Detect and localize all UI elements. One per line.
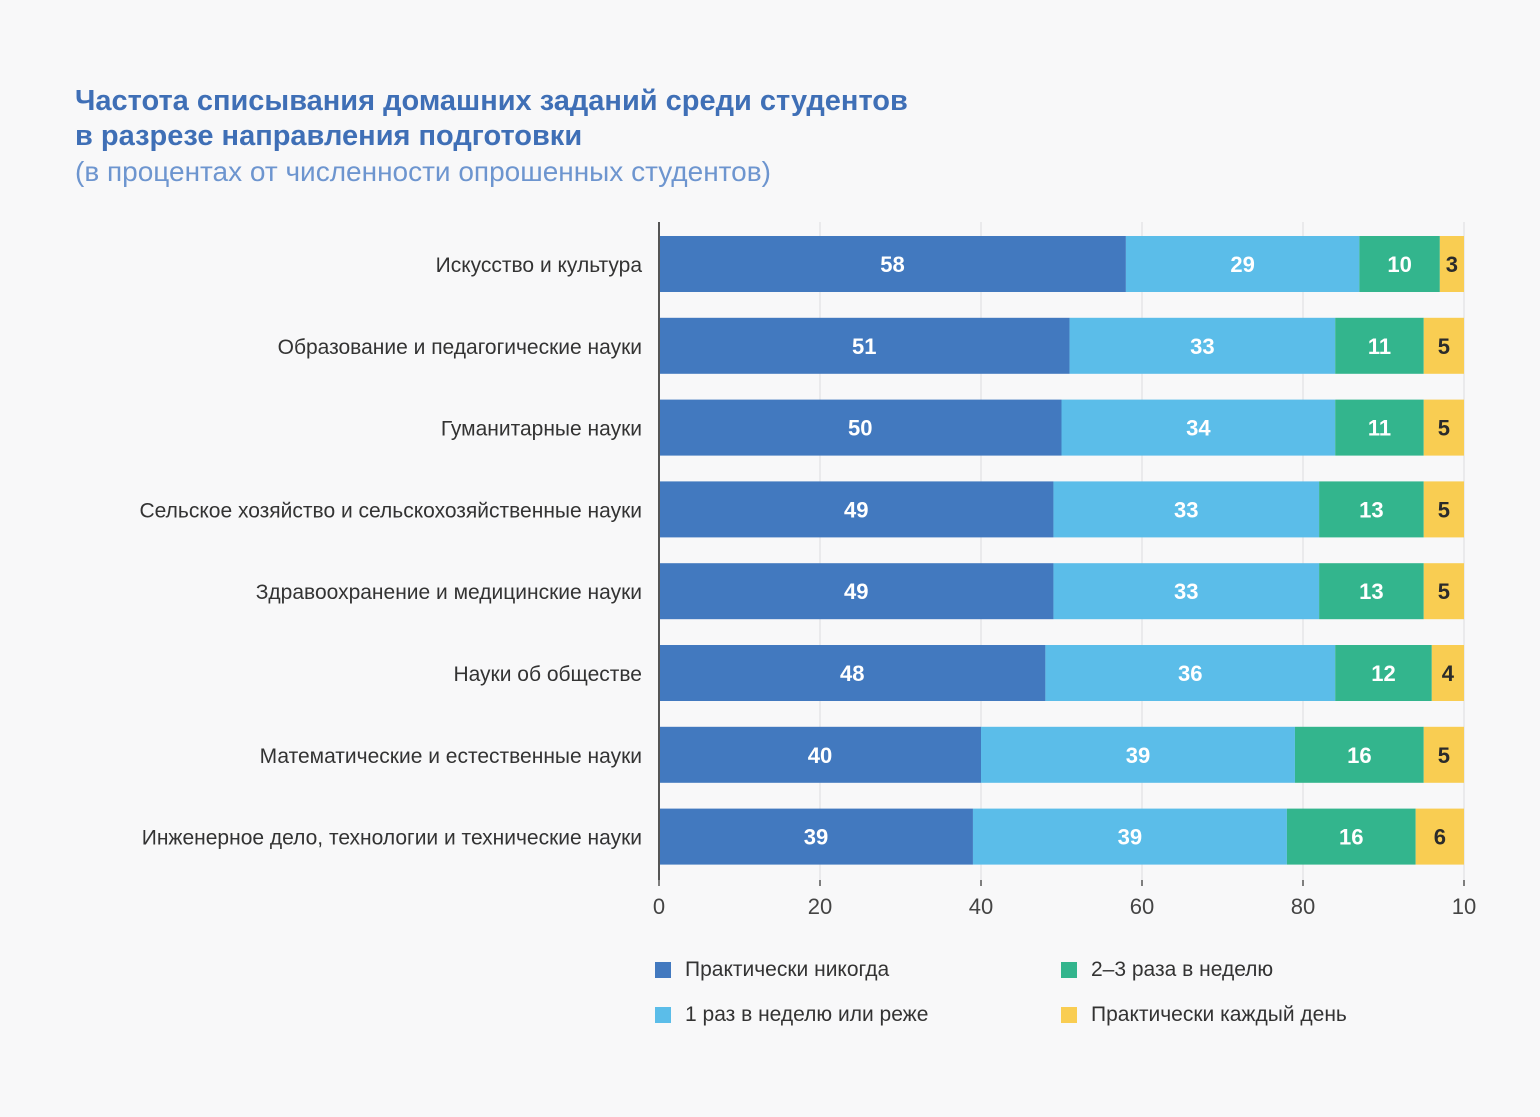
bar-segment <box>1335 317 1424 374</box>
data-label: 33 <box>1174 579 1198 604</box>
data-label: 33 <box>1190 334 1214 359</box>
bar-segment <box>972 808 1287 865</box>
category-label: Гуманитарные науки <box>441 418 642 441</box>
chart-legend: Практически никогда 1 раз в неделю или ре… <box>0 958 1540 1048</box>
bar-segment <box>1423 726 1464 783</box>
legend-swatch <box>1061 962 1077 978</box>
data-label: 5 <box>1438 579 1450 604</box>
data-label: 40 <box>808 743 832 768</box>
data-label: 49 <box>844 497 868 522</box>
legend-label: 1 раз в неделю или реже <box>685 1003 929 1026</box>
legend-swatch <box>655 1007 671 1023</box>
category-label: Математические и естественные науки <box>260 745 642 768</box>
bar-segment <box>1045 645 1336 701</box>
category-label: Науки об обществе <box>453 663 642 686</box>
data-label: 3 <box>1446 252 1458 277</box>
bar-segment <box>1053 563 1320 620</box>
data-label: 11 <box>1368 334 1391 359</box>
bar-segment <box>659 317 1070 374</box>
bar-segment <box>1439 236 1464 292</box>
legend-label: 2–3 раза в неделю <box>1091 958 1274 981</box>
bar-segment <box>1069 317 1336 374</box>
data-label: 33 <box>1174 497 1198 522</box>
bar-segment <box>1335 645 1432 701</box>
chart-subtitle: (в процентах от численности опрошенных с… <box>75 156 771 187</box>
x-tick-label: 80 <box>1291 894 1315 919</box>
legend-item: Практически никогда <box>655 958 889 982</box>
bar-segment <box>1423 563 1464 620</box>
x-tick-label: 40 <box>969 894 993 919</box>
data-label: 49 <box>844 579 868 604</box>
x-tick-label: 10 <box>1452 894 1476 919</box>
data-label: 13 <box>1359 579 1383 604</box>
bar-segment <box>1415 808 1464 865</box>
legend-item: 1 раз в неделю или реже <box>655 1003 928 1027</box>
data-label: 5 <box>1438 334 1450 359</box>
bar-segment <box>1319 563 1424 620</box>
bar-segment <box>1061 399 1336 456</box>
data-label: 13 <box>1359 497 1383 522</box>
bar-segment <box>1053 481 1320 538</box>
category-label: Здравоохранение и медицинские науки <box>256 581 642 604</box>
bar-segment <box>1294 726 1424 783</box>
legend-swatch <box>655 962 671 978</box>
x-tick-label: 20 <box>808 894 832 919</box>
legend-label: Практически каждый день <box>1091 1003 1347 1026</box>
x-tick-label: 60 <box>1130 894 1154 919</box>
data-label: 29 <box>1230 252 1254 277</box>
data-label: 50 <box>848 416 872 441</box>
data-label: 39 <box>1118 825 1142 850</box>
data-label: 58 <box>880 252 904 277</box>
bar-segment <box>1423 399 1464 456</box>
category-label: Инженерное дело, технологии и технически… <box>142 827 642 850</box>
chart-title-line-1: Частота списывания домашних заданий сред… <box>75 85 908 117</box>
bar-segment <box>1125 236 1360 292</box>
data-label: 48 <box>840 661 864 686</box>
bar-segment <box>1431 645 1464 701</box>
bar-segment <box>1286 808 1416 865</box>
data-label: 10 <box>1387 252 1411 277</box>
x-tick-label: 0 <box>653 894 665 919</box>
data-label: 12 <box>1371 661 1395 686</box>
data-label: 39 <box>1126 743 1150 768</box>
bar-segment <box>659 399 1062 456</box>
data-label: 16 <box>1339 825 1363 850</box>
data-label: 5 <box>1438 497 1450 522</box>
data-label: 5 <box>1438 416 1450 441</box>
data-label: 36 <box>1178 661 1202 686</box>
bar-segment <box>659 808 973 865</box>
bar-segment <box>1335 399 1424 456</box>
bar-segment <box>1359 236 1440 292</box>
data-label: 34 <box>1186 416 1211 441</box>
data-label: 6 <box>1434 825 1446 850</box>
bar-segment <box>1423 317 1464 374</box>
data-label: 39 <box>804 825 828 850</box>
legend-swatch <box>1061 1007 1077 1023</box>
bar-segment <box>659 726 981 783</box>
chart-title-line-2: в разрезе направления подготовки <box>75 120 583 152</box>
category-label: Сельское хозяйство и сельскохозяйственны… <box>140 499 642 522</box>
bar-segment <box>981 726 1295 783</box>
data-label: 51 <box>852 334 876 359</box>
legend-item: 2–3 раза в неделю <box>1061 958 1273 982</box>
bar-segment <box>659 236 1126 292</box>
data-label: 5 <box>1438 743 1450 768</box>
bar-segment <box>659 563 1054 620</box>
data-label: 11 <box>1368 416 1391 441</box>
bar-segment <box>659 481 1054 538</box>
bar-segment <box>1319 481 1424 538</box>
data-label: 4 <box>1442 661 1455 686</box>
category-label: Искусство и культура <box>436 254 643 277</box>
legend-label: Практически никогда <box>685 958 890 981</box>
chart-title-block: Частота списывания домашних заданий сред… <box>75 84 908 190</box>
bar-segment <box>1423 481 1464 538</box>
legend-item: Практически каждый день <box>1061 1003 1347 1027</box>
category-label: Образование и педагогические науки <box>278 336 642 359</box>
bar-segment <box>659 645 1046 701</box>
data-label: 16 <box>1347 743 1371 768</box>
